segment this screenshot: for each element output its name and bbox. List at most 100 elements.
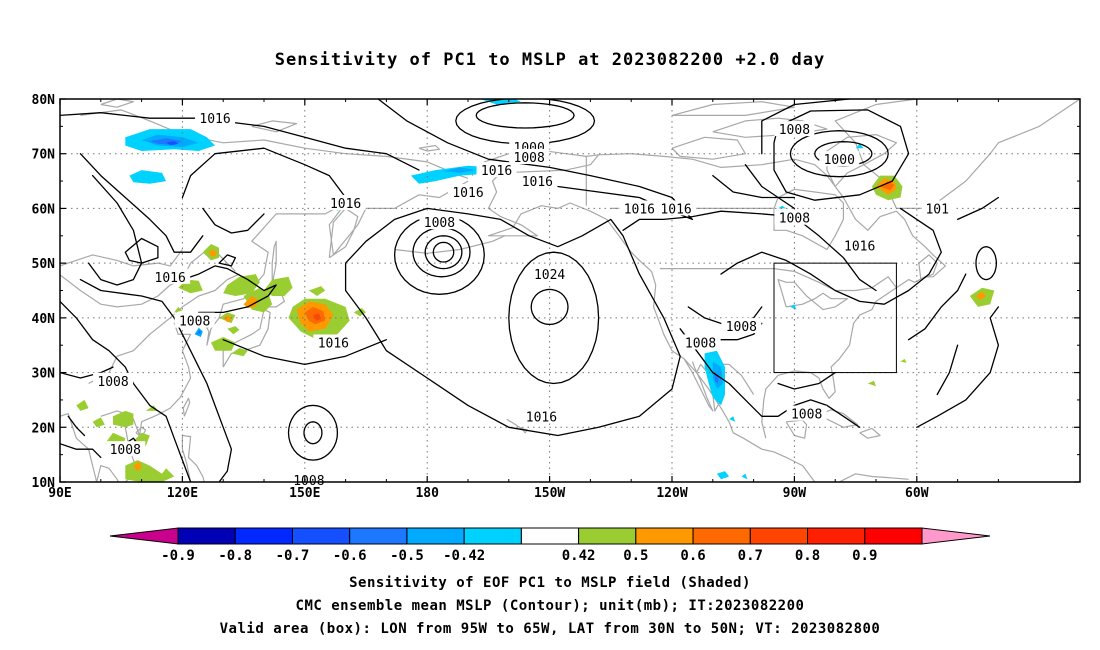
sensitivity-patch: [880, 181, 895, 191]
mslp-contour-line: [975, 246, 998, 281]
contour-label-bg: [656, 200, 697, 216]
sensitivity-patch: [243, 296, 258, 308]
mslp-contour-line: [60, 300, 192, 482]
contour-label: 1008: [110, 443, 141, 458]
colorbar-box: [406, 527, 465, 545]
contour-label-bg: [521, 408, 562, 424]
mslp-contour-line: [87, 174, 143, 286]
contour-label-bg: [313, 334, 354, 350]
coastline: [785, 419, 808, 439]
mslp-contour-line: [60, 112, 420, 171]
mslp-contour-line: [124, 237, 159, 264]
coastline: [271, 240, 277, 286]
sensitivity-patch: [208, 249, 218, 257]
coastline: [598, 153, 946, 439]
lat-label: 80N: [32, 93, 56, 108]
mslp-contour-line: [412, 226, 471, 278]
valid-area-box: [773, 262, 897, 374]
mslp-contour-line: [344, 207, 681, 437]
mslp-contour-line: [916, 306, 1000, 428]
coastline: [683, 358, 714, 412]
coastline: [182, 397, 191, 417]
mslp-contour-line: [303, 421, 323, 445]
sensitivity-patch: [443, 167, 477, 173]
contour-label-bg: [839, 237, 880, 253]
coastline: [859, 427, 881, 439]
lat-label: 20N: [32, 421, 56, 436]
mslp-contour-line: [377, 99, 694, 221]
lat-label: 50N: [32, 257, 56, 272]
mslp-contour-line: [936, 344, 959, 396]
lon-label: 90W: [783, 486, 807, 501]
contour-label-bg: [921, 200, 953, 216]
contour-label: 1016: [660, 202, 691, 217]
contour-label: 1016: [318, 336, 349, 351]
coastline: [418, 144, 440, 152]
lon-label: 150E: [289, 486, 320, 501]
contour-label-bg: [529, 266, 570, 282]
sensitivity-patch: [129, 170, 167, 184]
lat-label: 60N: [32, 202, 56, 217]
contour-label: 1008: [726, 320, 757, 335]
sensitivity-patch: [223, 274, 260, 296]
contour-label-bg: [680, 334, 721, 350]
lat-label: 40N: [32, 312, 56, 327]
contour-label-bg: [288, 471, 329, 487]
mslp-contour-line: [744, 164, 796, 210]
contour-label: 1016: [155, 271, 186, 286]
mslp-contour-line: [79, 153, 204, 253]
sensitivity-patch: [231, 348, 248, 357]
contour-label: 1016: [481, 164, 512, 179]
coastline: [671, 136, 746, 160]
mslp-contour-line: [181, 147, 347, 199]
coastline: [181, 434, 205, 482]
colorbar-label: -0.6: [333, 548, 367, 564]
colorbar-box: [749, 527, 809, 545]
sensitivity-patch: [227, 326, 240, 335]
axis-ticks: [59, 98, 1080, 483]
sensitivity-patch: [166, 141, 179, 145]
mslp-contour-line: [181, 265, 277, 314]
sensitivity-patch: [741, 473, 748, 480]
map-title: Sensitivity of PC1 to MSLP at 2023082200…: [274, 50, 826, 70]
colorbar-box: [349, 527, 408, 545]
colorbar-label: 0.5: [623, 548, 648, 564]
mslp-contour-line: [789, 130, 889, 178]
colorbar-label: -0.42: [443, 548, 485, 564]
contour-label-bg: [509, 148, 550, 164]
sensitivity-patch: [92, 417, 105, 428]
lat-label: 30N: [32, 367, 56, 382]
colorbar-label: -0.5: [390, 548, 424, 564]
mslp-contour-line: [67, 415, 86, 437]
mslp-contour-line: [218, 254, 237, 267]
sensitivity-patch: [133, 432, 150, 447]
sensitivity-patch: [778, 205, 787, 209]
lat-label: 10N: [32, 476, 56, 491]
colorbar-label: 0.42: [562, 548, 596, 564]
gridlines: [60, 99, 1080, 482]
coastline: [659, 268, 897, 292]
colorbar-label: -0.7: [276, 548, 310, 564]
coastline: [651, 271, 816, 482]
contour-label: 1016: [330, 197, 361, 212]
coastline: [80, 109, 469, 179]
coastline: [60, 413, 126, 482]
colorbar-min-triangle: [109, 527, 179, 545]
mslp-contour-line: [60, 366, 114, 379]
contour-label: 1008: [685, 336, 716, 351]
contour-label-bg: [448, 184, 488, 200]
contour-label-bg: [819, 151, 860, 167]
mslp-contour-line: [455, 99, 596, 145]
coastline: [671, 101, 795, 116]
mslp-contour-line: [622, 210, 877, 292]
colorbar: -0.9 -0.8 -0.7 -0.6 -0.5 -0.42 0.42 0.5 0.6 0.7 0.…: [109, 527, 991, 564]
mslp-contour-line: [907, 273, 967, 341]
mslp-contour-line: [432, 241, 455, 263]
coastline: [60, 274, 118, 308]
contour-label: 1016: [522, 175, 553, 190]
sensitivity-patch: [211, 337, 236, 351]
lon-label: 120E: [167, 486, 198, 501]
sensitivity-patch: [716, 471, 730, 480]
contour-label: 1008: [179, 315, 210, 330]
